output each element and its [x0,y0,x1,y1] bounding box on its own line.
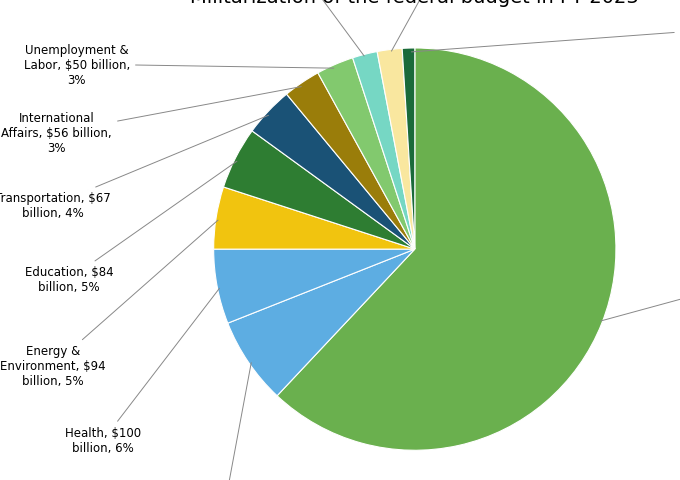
Wedge shape [402,49,415,250]
Text: Government, $40
billion, 2%: Government, $40 billion, 2% [392,0,503,52]
Wedge shape [377,49,415,250]
Text: Health, $100
billion, 6%: Health, $100 billion, 6% [65,288,220,454]
Text: Food & Agriculture,
$18 billion, 1%: Food & Agriculture, $18 billion, 1% [411,15,680,53]
Wedge shape [318,59,415,250]
Text: Education, $84
billion, 5%: Education, $84 billion, 5% [24,162,237,294]
Wedge shape [277,49,616,450]
Text: International
Affairs, $56 billion,
3%: International Affairs, $56 billion, 3% [1,87,301,155]
Wedge shape [228,250,415,396]
Title: Militarization of the federal budget in FY 2023: Militarization of the federal budget in … [190,0,639,7]
Text: Unemployment &
Labor, $50 billion,
3%: Unemployment & Labor, $50 billion, 3% [24,44,334,86]
Wedge shape [214,188,415,250]
Wedge shape [353,52,415,250]
Text: Energy &
Environment, $94
billion, 5%: Energy & Environment, $94 billion, 5% [0,221,218,387]
Text: Transportation, $67
billion, 4%: Transportation, $67 billion, 4% [0,116,269,219]
Wedge shape [286,74,415,250]
Text: Housing &
Community, $133
billion, 7%: Housing & Community, $133 billion, 7% [171,363,277,480]
Text: Science, $43 billion,
2%: Science, $43 billion, 2% [225,0,364,57]
Wedge shape [252,95,415,250]
Wedge shape [224,132,415,250]
Text: Militarism,
$1.14 trillion, 62%: Militarism, $1.14 trillion, 62% [600,246,680,321]
Wedge shape [214,250,415,324]
